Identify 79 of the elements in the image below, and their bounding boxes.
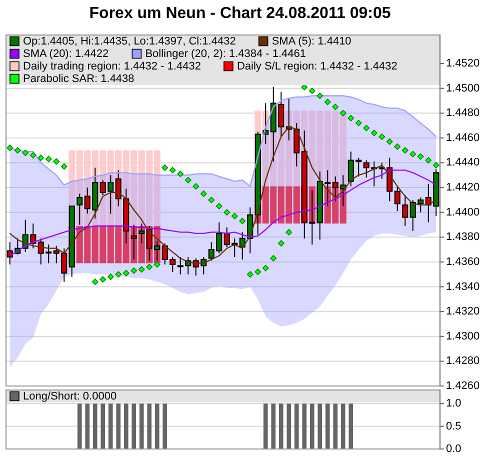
y-tick-label: 1.4300 xyxy=(446,330,480,342)
y-tick-label: 1.4500 xyxy=(446,82,480,94)
point xyxy=(278,240,284,247)
point xyxy=(340,110,346,116)
legend-label: SMA (20): 1.4422 xyxy=(23,48,109,60)
point xyxy=(332,104,339,110)
point xyxy=(386,138,393,145)
point xyxy=(184,176,192,184)
point xyxy=(146,264,153,270)
legend-label: Op:1.4405, Hi:1.4435, Lo:1.4397, Cl:1.4432 xyxy=(23,35,236,48)
y-tick-label: 0.0 xyxy=(446,443,462,455)
point xyxy=(348,114,354,122)
point xyxy=(200,190,207,197)
y-tick-label: 1.4400 xyxy=(446,206,480,218)
point xyxy=(216,202,222,210)
point xyxy=(115,271,122,278)
point xyxy=(192,183,200,190)
point xyxy=(224,209,230,216)
y-tick-label: 1.4260 xyxy=(446,380,480,392)
point xyxy=(402,147,408,154)
point xyxy=(169,166,176,174)
point xyxy=(432,162,440,168)
y-tick-label: 1.0 xyxy=(446,398,462,410)
point xyxy=(370,130,378,136)
point xyxy=(324,98,331,106)
legend-label: SMA (5): 1.4410 xyxy=(272,35,352,48)
point xyxy=(262,264,269,272)
point xyxy=(138,266,145,273)
y-tick-label: 1.4320 xyxy=(446,306,480,318)
point xyxy=(14,147,21,154)
point xyxy=(378,134,386,140)
point xyxy=(30,152,36,159)
point xyxy=(254,268,262,276)
point xyxy=(355,120,362,126)
point xyxy=(107,274,114,280)
point xyxy=(38,154,44,161)
point xyxy=(425,157,432,164)
point xyxy=(286,229,292,236)
legend-label: Parabolic SAR: 1.4438 xyxy=(23,72,134,85)
point xyxy=(231,212,238,220)
legend-label: Long/Short: 0.0000 xyxy=(23,390,117,402)
legend-label: Bollinger (20, 2): 1.4384 - 1.4461 xyxy=(145,48,306,60)
point xyxy=(394,143,401,150)
point xyxy=(308,88,316,94)
y-tick-label: 1.4440 xyxy=(446,156,480,169)
y-tick-label: 1.4360 xyxy=(446,256,480,268)
point xyxy=(208,196,215,204)
y-tick-label: 0.5 xyxy=(446,420,462,432)
chart-title: Forex um Neun - Chart 24.08.2011 09:05 xyxy=(89,5,391,22)
point xyxy=(410,150,416,158)
point xyxy=(154,261,160,268)
point xyxy=(270,255,277,262)
y-tick-label: 1.4520 xyxy=(446,58,480,70)
point xyxy=(6,144,14,152)
y-tick-label: 1.4420 xyxy=(446,182,480,194)
point xyxy=(130,267,138,274)
candlestick xyxy=(394,186,400,212)
point xyxy=(162,164,168,171)
y-tick-label: 1.4380 xyxy=(446,231,480,244)
point xyxy=(45,156,52,162)
point xyxy=(122,270,130,276)
point xyxy=(316,92,324,99)
point xyxy=(100,276,106,283)
point xyxy=(363,124,370,132)
candlestick xyxy=(402,194,408,227)
point xyxy=(22,150,29,156)
point xyxy=(53,158,60,165)
point xyxy=(60,163,68,170)
y-tick-label: 1.4480 xyxy=(446,107,480,120)
point xyxy=(177,170,184,178)
point xyxy=(246,271,254,278)
point xyxy=(92,278,98,286)
legend-label: Daily S/L region: 1.4432 - 1.4432 xyxy=(236,60,398,72)
legend-label: Daily trading region: 1.4432 - 1.4432 xyxy=(23,60,201,72)
y-tick-label: 1.4460 xyxy=(446,132,480,144)
point xyxy=(417,153,424,160)
point xyxy=(239,218,246,224)
y-tick-label: 1.4280 xyxy=(446,355,480,368)
y-tick-label: 1.4340 xyxy=(446,280,480,293)
